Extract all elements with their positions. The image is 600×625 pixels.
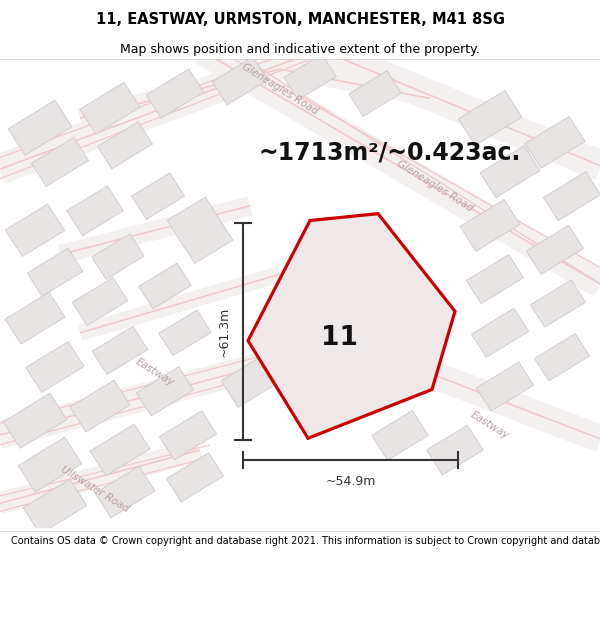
Text: Contains OS data © Crown copyright and database right 2021. This information is : Contains OS data © Crown copyright and d… bbox=[11, 536, 600, 546]
Text: ~54.9m: ~54.9m bbox=[325, 476, 376, 488]
Text: ~1713m²/~0.423ac.: ~1713m²/~0.423ac. bbox=[259, 140, 521, 164]
Polygon shape bbox=[8, 100, 72, 155]
Text: Map shows position and indicative extent of the property.: Map shows position and indicative extent… bbox=[120, 42, 480, 56]
Text: Eastway: Eastway bbox=[469, 410, 511, 441]
Polygon shape bbox=[97, 122, 152, 169]
Polygon shape bbox=[166, 452, 224, 502]
Polygon shape bbox=[90, 424, 150, 476]
Polygon shape bbox=[5, 204, 65, 256]
Polygon shape bbox=[131, 173, 184, 219]
Polygon shape bbox=[95, 466, 155, 518]
Polygon shape bbox=[27, 248, 83, 296]
Polygon shape bbox=[472, 308, 529, 358]
Polygon shape bbox=[530, 280, 586, 327]
Text: Eastway: Eastway bbox=[134, 356, 176, 388]
Polygon shape bbox=[146, 69, 203, 118]
Polygon shape bbox=[72, 278, 128, 326]
Polygon shape bbox=[31, 138, 89, 186]
Polygon shape bbox=[525, 116, 585, 168]
Polygon shape bbox=[284, 54, 336, 100]
Polygon shape bbox=[371, 411, 428, 460]
Text: ~61.3m: ~61.3m bbox=[218, 307, 231, 357]
Polygon shape bbox=[535, 334, 590, 381]
Polygon shape bbox=[3, 393, 67, 448]
Polygon shape bbox=[221, 356, 279, 408]
Polygon shape bbox=[92, 326, 148, 374]
Polygon shape bbox=[5, 292, 65, 344]
Polygon shape bbox=[23, 479, 87, 534]
Polygon shape bbox=[466, 254, 524, 304]
Polygon shape bbox=[291, 386, 349, 436]
Text: 11, EASTWAY, URMSTON, MANCHESTER, M41 8SG: 11, EASTWAY, URMSTON, MANCHESTER, M41 8S… bbox=[95, 12, 505, 27]
Polygon shape bbox=[476, 362, 533, 411]
Polygon shape bbox=[67, 186, 124, 236]
Polygon shape bbox=[80, 82, 140, 134]
Polygon shape bbox=[160, 411, 217, 460]
Text: Ullswater Road: Ullswater Road bbox=[59, 464, 131, 514]
Text: Gleneagles Road: Gleneagles Road bbox=[395, 159, 475, 214]
Polygon shape bbox=[458, 91, 522, 146]
Polygon shape bbox=[427, 425, 484, 475]
Polygon shape bbox=[70, 380, 130, 432]
Polygon shape bbox=[136, 367, 194, 416]
Text: 11: 11 bbox=[322, 325, 359, 351]
Polygon shape bbox=[544, 171, 600, 221]
Polygon shape bbox=[159, 310, 211, 356]
Polygon shape bbox=[92, 234, 144, 279]
Polygon shape bbox=[139, 263, 191, 309]
Polygon shape bbox=[349, 71, 401, 116]
Polygon shape bbox=[167, 197, 233, 264]
Text: Gleneagles Road: Gleneagles Road bbox=[240, 61, 320, 116]
Polygon shape bbox=[248, 214, 455, 438]
Polygon shape bbox=[460, 199, 520, 251]
Polygon shape bbox=[526, 225, 584, 274]
Polygon shape bbox=[18, 437, 82, 492]
Polygon shape bbox=[26, 342, 84, 392]
Polygon shape bbox=[212, 57, 268, 105]
Polygon shape bbox=[480, 146, 540, 198]
